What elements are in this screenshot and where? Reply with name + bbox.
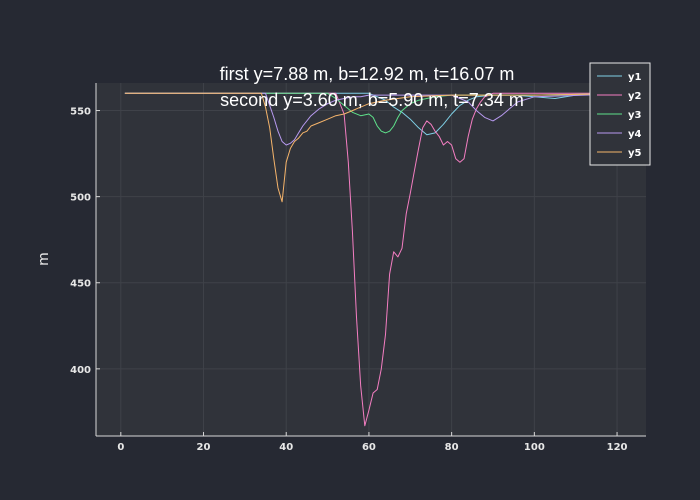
- series-line-y4: [124, 92, 642, 146]
- grid-lines: [96, 83, 646, 436]
- series-line-y5: [124, 92, 642, 203]
- y-tick-label: 500: [70, 193, 91, 204]
- x-tick-label: 60: [362, 442, 376, 453]
- series-line-y3: [124, 92, 642, 134]
- legend-label: y4: [628, 129, 642, 140]
- series-line-y2: [124, 92, 642, 427]
- series-lines: [124, 92, 642, 427]
- legend: y1 y2 y3 y4 y5: [589, 62, 651, 166]
- legend-label: y3: [628, 110, 642, 121]
- y-ticks: 400 450 500 550: [70, 107, 100, 376]
- y-tick-label: 400: [70, 365, 91, 376]
- axes: [95, 83, 646, 437]
- x-tick-label: 120: [607, 442, 628, 453]
- x-tick-label: 0: [117, 442, 124, 453]
- y-tick-label: 550: [70, 107, 91, 118]
- x-tick-label: 80: [445, 442, 459, 453]
- y-axis-label: m: [36, 252, 52, 266]
- y-tick-label: 450: [70, 279, 91, 290]
- plot-area: [96, 83, 646, 436]
- x-ticks: 0 20 40 60 80 100 120: [117, 432, 628, 453]
- x-tick-label: 40: [279, 442, 293, 453]
- x-tick-label: 20: [197, 442, 211, 453]
- title-line-2: second y=3.60 m, b=5.90 m, t=7.34 m: [220, 90, 524, 110]
- legend-label: y2: [628, 91, 642, 102]
- series-line-y1: [124, 92, 642, 136]
- legend-label: y5: [628, 148, 642, 159]
- legend-label: y1: [628, 72, 642, 83]
- x-tick-label: 100: [524, 442, 545, 453]
- title-line-1: first y=7.88 m, b=12.92 m, t=16.07 m: [220, 64, 515, 84]
